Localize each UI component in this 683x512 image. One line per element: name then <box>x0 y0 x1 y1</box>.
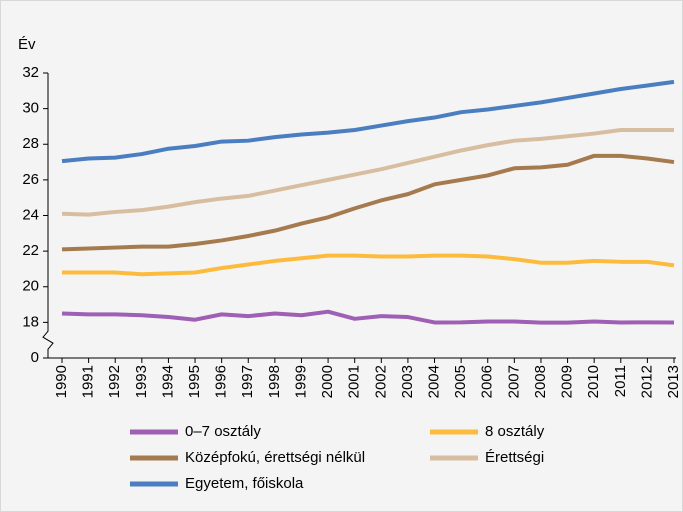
y-tick-label: 28 <box>22 135 39 152</box>
x-tick-label: 2003 <box>399 365 416 398</box>
y-tick-label: 30 <box>22 100 39 117</box>
series-line <box>61 153 675 252</box>
y-axis <box>42 73 54 358</box>
legend-label: 0–7 osztály <box>185 423 261 440</box>
x-tick-label: 2002 <box>372 365 389 398</box>
x-tick-label: 1999 <box>292 365 309 398</box>
x-tick-label: 2007 <box>505 365 522 398</box>
x-tick-label: 1990 <box>53 365 70 398</box>
legend-label: 8 osztály <box>485 423 545 440</box>
x-tick-label: 2000 <box>319 365 336 398</box>
x-tick-label: 1998 <box>266 365 283 398</box>
series-line <box>61 79 675 164</box>
x-tick-label: 2013 <box>665 365 682 398</box>
x-tick-label: 1997 <box>239 365 256 398</box>
x-tick-label: 1994 <box>159 365 176 398</box>
x-tick-label: 2001 <box>346 365 363 398</box>
y-tick-label: 20 <box>22 278 39 295</box>
x-tick-label: 1991 <box>80 365 97 398</box>
x-tick-label: 2008 <box>532 365 549 398</box>
series-line <box>61 128 674 217</box>
x-tick-label: 2004 <box>425 365 442 398</box>
x-tick-label: 2009 <box>559 365 576 398</box>
x-tick-label: 2005 <box>452 365 469 398</box>
x-tick-label: 2012 <box>638 365 655 398</box>
x-tick-label: 2006 <box>479 365 496 398</box>
series-line <box>61 309 675 325</box>
legend-label: Egyetem, főiskola <box>185 475 304 492</box>
x-tick-label: 1992 <box>106 365 123 398</box>
x-tick-label: 1995 <box>186 365 203 398</box>
y-tick-label: 0 <box>31 349 39 366</box>
x-tick-label: 2010 <box>585 365 602 398</box>
x-tick-label: 2011 <box>612 365 629 397</box>
legend-label: Középfokú, érettségi nélkül <box>185 449 365 466</box>
series-line <box>62 253 675 277</box>
y-tick-label: 24 <box>22 206 39 223</box>
y-tick-label: 18 <box>22 313 39 330</box>
y-tick-label: 26 <box>22 171 39 188</box>
x-tick-label: 1996 <box>213 365 230 398</box>
y-tick-label: 22 <box>22 242 39 259</box>
x-tick-label: 1993 <box>133 365 150 398</box>
y-tick-label: 32 <box>22 64 39 81</box>
legend-label: Érettségi <box>485 449 544 466</box>
y-axis-label: Év <box>18 36 36 53</box>
